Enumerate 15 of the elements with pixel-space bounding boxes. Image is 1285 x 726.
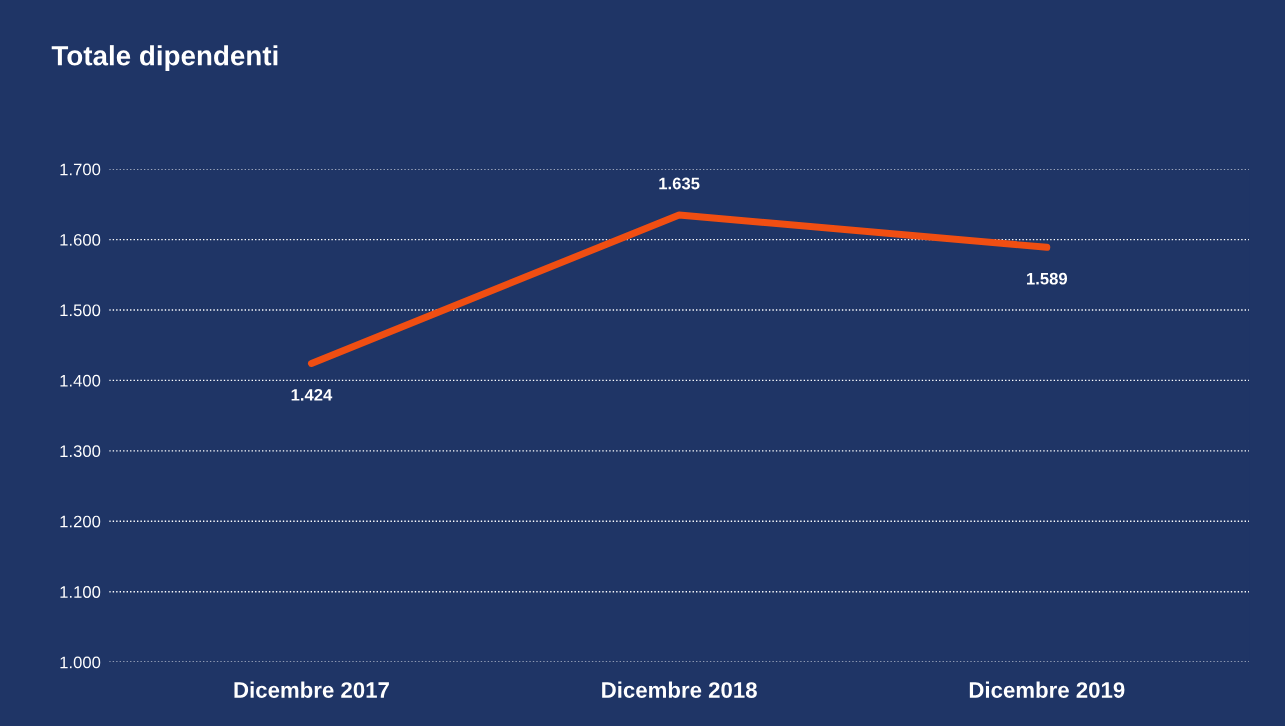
data-label: 1.635	[659, 177, 700, 190]
x-tick-label: Dicembre 2017	[234, 681, 389, 698]
y-tick-label: 1.500	[60, 304, 101, 317]
data-label: 1.589	[1027, 272, 1068, 285]
x-tick-label: Dicembre 2019	[969, 681, 1125, 698]
x-tick-label: Dicembre 2018	[602, 681, 757, 698]
chart-title: Totale dipendenti	[51, 45, 278, 72]
data-label: 1.424	[291, 388, 333, 401]
y-tick-label: 1.200	[60, 515, 101, 528]
y-tick-label: 1.700	[60, 163, 101, 176]
y-tick-label: 1.000	[60, 656, 101, 669]
y-tick-label: 1.300	[60, 445, 101, 458]
y-tick-label: 1.400	[60, 374, 101, 387]
y-tick-label: 1.100	[60, 586, 101, 598]
y-tick-label: 1.600	[60, 233, 101, 246]
